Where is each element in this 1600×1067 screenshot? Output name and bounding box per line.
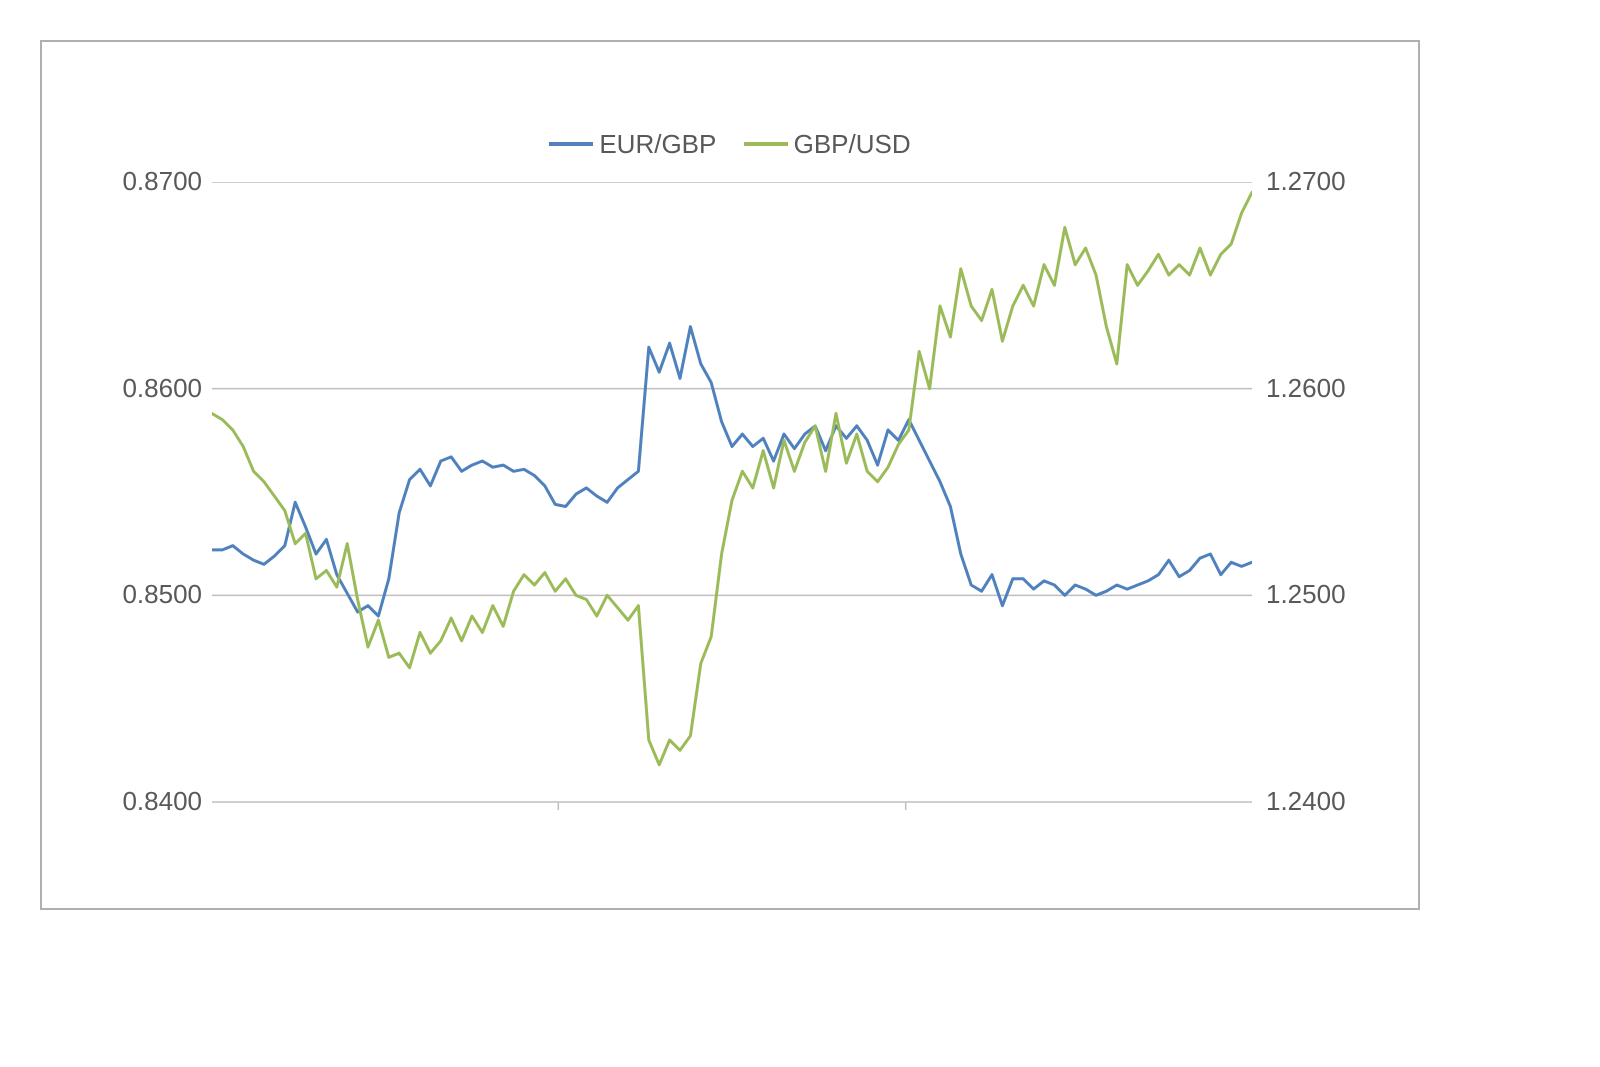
y-left-tick-label: 0.8500 [52,579,202,610]
chart-frame: EUR/GBP GBP/USD 0.8400 0.8500 0.8600 0.8700… [40,40,1420,910]
chart-legend: EUR/GBP GBP/USD [42,122,1418,160]
legend-label-gbpusd: GBP/USD [794,129,911,160]
legend-item-eurgbp: EUR/GBP [549,129,716,160]
legend-label-eurgbp: EUR/GBP [599,129,716,160]
legend-swatch-gbpusd [744,142,788,146]
y-left-tick-label: 0.8600 [52,373,202,404]
y-right-tick-label: 1.2400 [1266,786,1416,817]
y-left-tick-label: 0.8400 [52,786,202,817]
y-left-tick-label: 0.8700 [52,166,202,197]
chart-plot-area [212,182,1252,802]
chart-svg [212,182,1252,817]
y-right-tick-label: 1.2500 [1266,579,1416,610]
y-right-tick-label: 1.2700 [1266,166,1416,197]
legend-item-gbpusd: GBP/USD [744,129,911,160]
y-right-tick-label: 1.2600 [1266,373,1416,404]
legend-swatch-eurgbp [549,142,593,146]
